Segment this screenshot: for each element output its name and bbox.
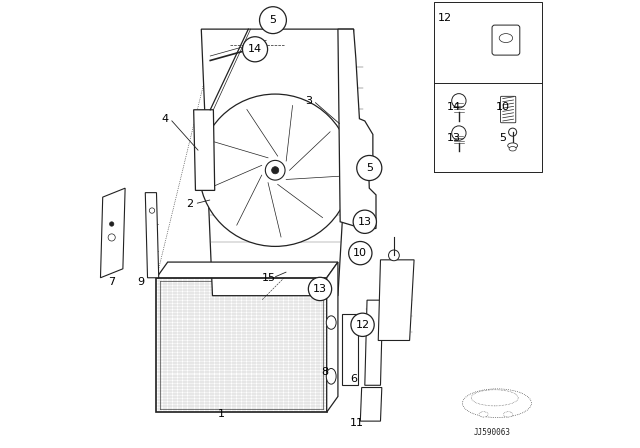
Text: 12: 12 [355, 320, 370, 330]
Circle shape [308, 277, 332, 301]
Ellipse shape [509, 146, 516, 151]
Ellipse shape [463, 389, 531, 418]
Ellipse shape [504, 412, 513, 417]
Circle shape [353, 210, 376, 233]
Text: 1: 1 [218, 409, 225, 419]
Polygon shape [342, 314, 358, 385]
Text: 11: 11 [349, 418, 364, 428]
Text: 12: 12 [438, 13, 452, 23]
Ellipse shape [326, 316, 336, 329]
Ellipse shape [508, 143, 518, 148]
Circle shape [351, 313, 374, 336]
Circle shape [260, 7, 287, 34]
Text: JJ590063: JJ590063 [474, 428, 511, 437]
Polygon shape [157, 262, 338, 278]
Text: 10: 10 [496, 102, 510, 112]
Polygon shape [360, 388, 382, 421]
Circle shape [452, 94, 466, 108]
Text: 5: 5 [366, 163, 372, 173]
Circle shape [108, 234, 115, 241]
Polygon shape [327, 262, 338, 412]
Text: 10: 10 [353, 248, 367, 258]
Polygon shape [103, 211, 122, 255]
Polygon shape [365, 300, 383, 385]
Polygon shape [202, 29, 353, 296]
Circle shape [349, 241, 372, 265]
Ellipse shape [326, 368, 336, 384]
Text: 3: 3 [305, 96, 312, 106]
FancyBboxPatch shape [492, 25, 520, 55]
Circle shape [356, 155, 382, 181]
Ellipse shape [479, 412, 488, 417]
Text: 6: 6 [350, 374, 357, 383]
Polygon shape [199, 161, 210, 172]
Polygon shape [100, 188, 125, 278]
Circle shape [109, 222, 114, 226]
Text: 7: 7 [108, 277, 115, 287]
Polygon shape [145, 193, 159, 278]
Circle shape [199, 94, 351, 246]
Text: 9: 9 [137, 277, 145, 287]
Text: 4: 4 [162, 114, 169, 124]
Circle shape [388, 250, 399, 261]
Circle shape [149, 208, 155, 213]
Text: 2: 2 [186, 199, 194, 209]
Text: 5: 5 [499, 133, 506, 143]
Text: 13: 13 [358, 217, 372, 227]
Ellipse shape [499, 34, 513, 43]
Polygon shape [338, 29, 376, 228]
Circle shape [452, 126, 466, 140]
Text: 14: 14 [248, 44, 262, 54]
Text: 8: 8 [321, 367, 328, 377]
Circle shape [266, 160, 285, 180]
Text: 13: 13 [447, 133, 461, 143]
Text: 13: 13 [313, 284, 327, 294]
Circle shape [243, 37, 268, 62]
Circle shape [509, 128, 516, 136]
Polygon shape [378, 260, 414, 340]
Polygon shape [194, 110, 215, 190]
Text: 15: 15 [262, 273, 275, 283]
Circle shape [271, 167, 279, 174]
Ellipse shape [471, 390, 518, 406]
Text: 14: 14 [447, 102, 461, 112]
Text: 5: 5 [269, 15, 276, 25]
